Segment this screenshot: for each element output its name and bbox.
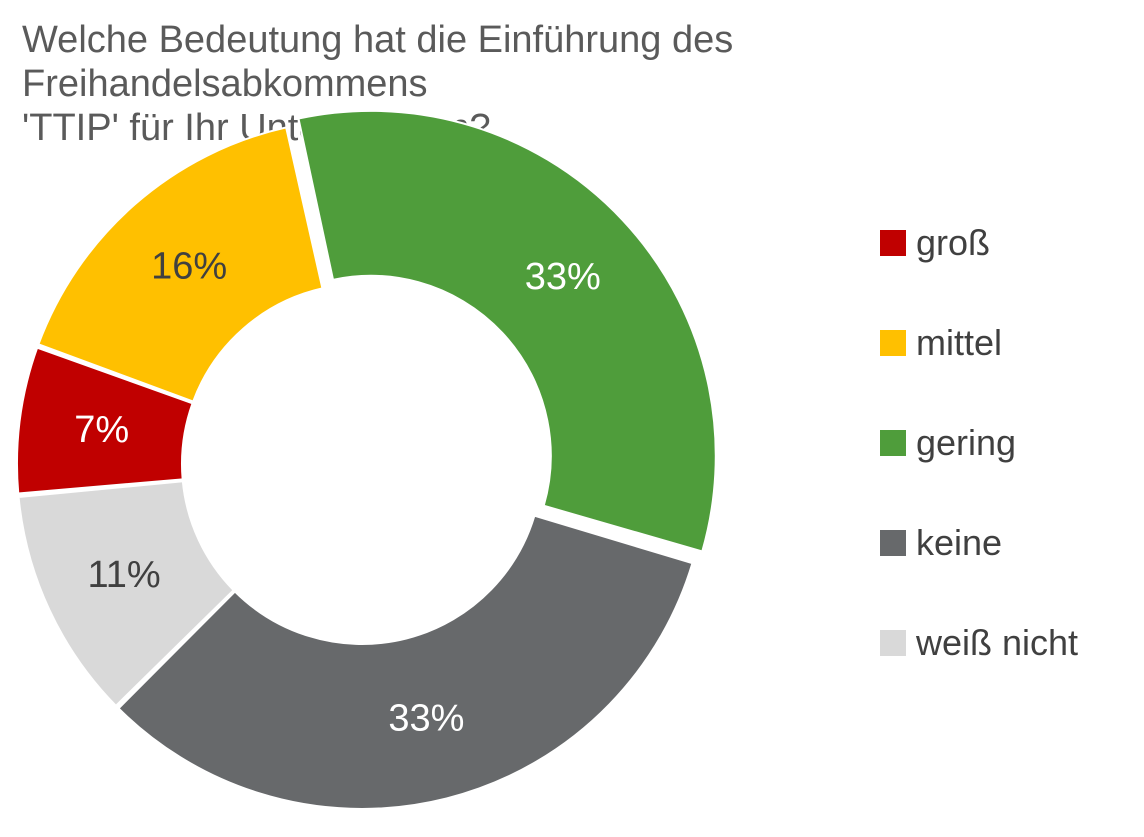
legend-item-gering: gering (880, 393, 1140, 493)
legend-item-mittel: mittel (880, 293, 1140, 393)
legend-item-groß: groß (880, 193, 1140, 293)
legend-swatch (880, 630, 906, 656)
legend-swatch (880, 530, 906, 556)
slices-group (16, 109, 717, 810)
legend-label: groß (916, 222, 991, 263)
legend-label: gering (916, 422, 1017, 463)
slice-gering (297, 109, 717, 553)
slice-mittel (37, 126, 324, 403)
slice-label-gering: 33% (525, 256, 601, 298)
legend-swatch (880, 430, 906, 456)
labels-group: 16% 33% 33% 11% 7% (74, 245, 601, 739)
slice-label-mittel: 16% (151, 245, 227, 287)
legend-label: mittel (916, 322, 1003, 363)
legend-item-keine: keine (880, 493, 1140, 593)
slice-label-keine: 33% (388, 697, 464, 739)
legend-label: weiß nicht (916, 622, 1079, 663)
legend-label: keine (916, 522, 1003, 563)
slice-groß (16, 346, 194, 495)
legend-swatch (880, 230, 906, 256)
slice-label-groß: 7% (74, 409, 129, 451)
slice-label-weiß-nicht: 11% (87, 554, 160, 596)
slice-weiß-nicht (17, 480, 236, 708)
legend-swatch (880, 330, 906, 356)
chart-area: 16% 33% 33% 11% 7% (0, 100, 800, 837)
donut-chart: 16% 33% 33% 11% 7% (16, 109, 717, 810)
legend-item-weiß-nicht: weiß nicht (880, 593, 1140, 693)
chart-legend: groß mittel gering keine weiß nicht (880, 222, 1140, 693)
slice-keine (117, 514, 694, 810)
